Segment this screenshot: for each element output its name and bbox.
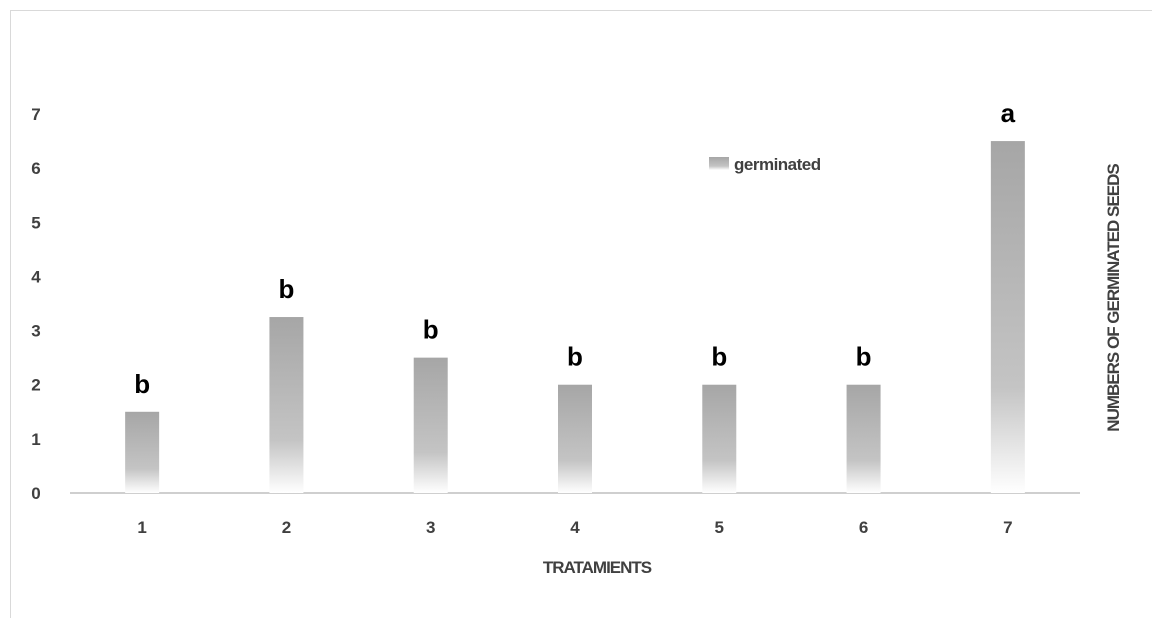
data-labels: b b b b b b a [134,98,1015,399]
legend-swatch [709,157,729,170]
x-tick-label: 1 [137,518,146,537]
bar [990,141,1025,494]
y-tick-label: 2 [31,376,40,395]
bar-data-label: b [278,274,294,304]
chart-frame [10,10,1152,618]
bar-data-label: b [423,315,439,345]
bar [413,357,448,493]
bar [125,411,160,493]
y-axis-ticks: 0 1 2 3 4 5 6 7 [31,105,41,503]
y-tick-label: 6 [31,159,40,178]
legend-label: germinated [734,155,821,174]
x-tick-label: 2 [282,518,291,537]
y-tick-label: 5 [31,213,40,232]
x-axis-title: TRATAMIENTS [543,558,652,577]
bar [846,384,881,493]
y-tick-label: 0 [31,484,40,503]
y-tick-label: 3 [31,322,40,341]
bar [269,317,304,493]
x-tick-label: 5 [715,518,724,537]
y-tick-label: 7 [31,105,40,124]
y-tick-label: 4 [31,267,41,286]
x-tick-label: 3 [426,518,435,537]
y-axis-title: NUMBERS OF GERMINATED SEEDS [1104,164,1123,432]
bar [702,384,737,493]
bars [125,141,1025,494]
bar-data-label: b [567,342,583,372]
y-tick-label: 1 [31,430,40,449]
bar-data-label: b [134,369,150,399]
x-tick-label: 7 [1003,518,1012,537]
bar-data-label: b [711,342,727,372]
x-tick-label: 6 [859,518,868,537]
legend: germinated [709,155,821,174]
bar-data-label: a [1001,98,1016,128]
bar-data-label: b [856,342,872,372]
x-axis-ticks: 1 2 3 4 5 6 7 [137,518,1012,537]
bar [558,384,592,493]
x-tick-label: 4 [570,518,580,537]
